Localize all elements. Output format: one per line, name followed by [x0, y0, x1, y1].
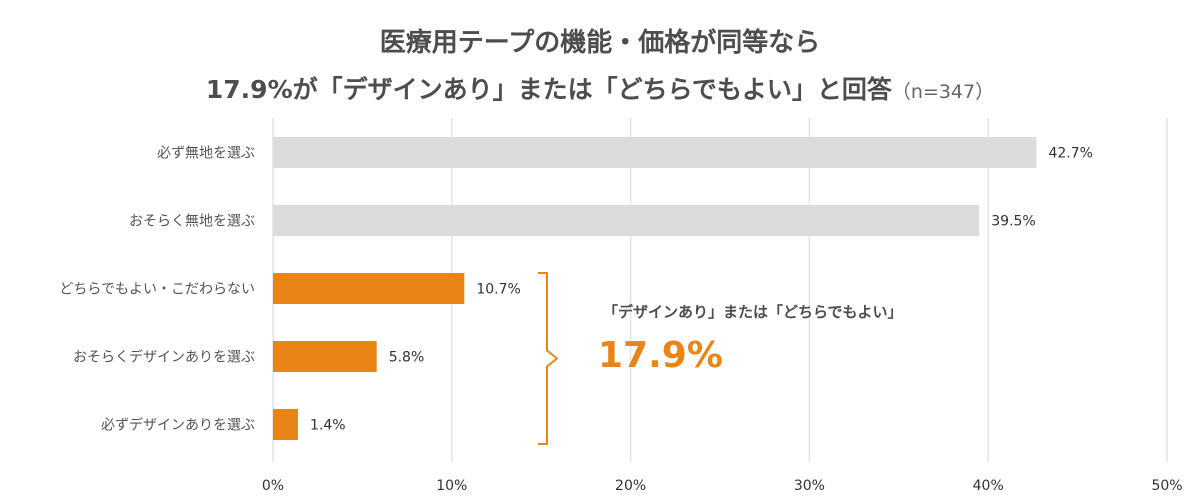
- x-tick-label: 20%: [615, 478, 646, 494]
- bar: [273, 273, 465, 304]
- value-label: 1.4%: [310, 418, 346, 434]
- sample-size-label: （n=347）: [891, 81, 995, 103]
- x-tick-label: 10%: [436, 478, 467, 494]
- category-label: おそらく無地を選ぶ: [129, 214, 255, 230]
- bar: [273, 205, 980, 236]
- annotation-value: 17.9%: [598, 335, 723, 376]
- value-label: 5.8%: [389, 350, 425, 366]
- chart-title-line-1: 医療用テープの機能・価格が同等なら: [379, 28, 821, 58]
- x-tick-label: 30%: [794, 478, 825, 494]
- x-tick-label: 40%: [973, 478, 1004, 494]
- value-label: 42.7%: [1048, 146, 1092, 162]
- value-label: 10.7%: [476, 282, 520, 298]
- annotation-bracket: [538, 272, 558, 445]
- x-tick-label: 0%: [262, 478, 284, 494]
- chart-title-main: 17.9%が「デザインあり」または「どちらでもよい」と回答: [205, 75, 892, 104]
- x-tick-label: 50%: [1151, 478, 1182, 494]
- category-label: おそらくデザインありを選ぶ: [73, 349, 255, 366]
- value-label: 39.5%: [991, 214, 1035, 230]
- bar: [273, 137, 1037, 168]
- annotation-label: 「デザインあり」または「どちらでもよい」: [603, 303, 903, 321]
- bar: [273, 341, 377, 372]
- bar: [273, 409, 299, 440]
- category-label: どちらでもよい・こだわらない: [59, 282, 255, 298]
- category-label: 必ずデザインありを選ぶ: [101, 417, 255, 434]
- category-label: 必ず無地を選ぶ: [157, 146, 255, 162]
- chart-title-line-2: 17.9%が「デザインあり」または「どちらでもよい」と回答（n=347）: [0, 70, 1200, 106]
